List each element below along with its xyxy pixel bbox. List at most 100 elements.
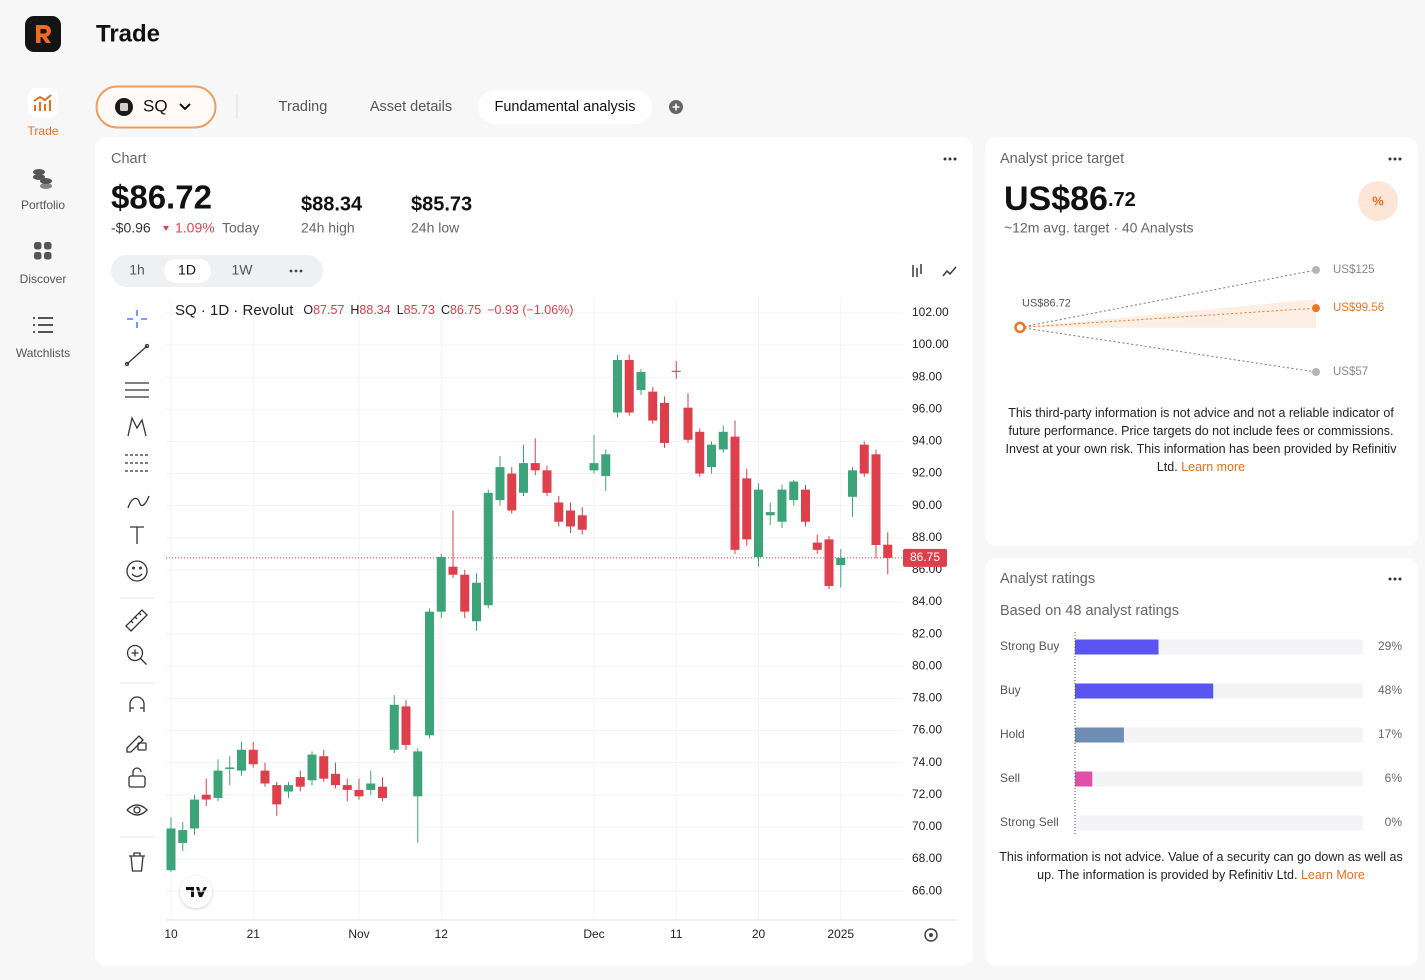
y-tick-label: 88.00 xyxy=(912,530,942,544)
candle-type-button[interactable] xyxy=(912,264,922,277)
candle-body xyxy=(201,794,211,800)
more-intervals[interactable] xyxy=(289,269,303,273)
learn-more-link[interactable]: Learn More xyxy=(1300,868,1365,882)
percent-toggle[interactable] xyxy=(1358,181,1398,221)
last-price-tag xyxy=(903,548,947,567)
nav-item[interactable]: Discover xyxy=(20,272,67,286)
discover-icon xyxy=(34,242,52,260)
tab[interactable]: Fundamental analysis xyxy=(494,99,635,115)
line-type-button[interactable] xyxy=(942,266,957,277)
rating-value: 29% xyxy=(1378,639,1402,653)
change-period: Today xyxy=(222,220,259,236)
tab[interactable]: Asset details xyxy=(370,99,452,115)
candle-body xyxy=(671,370,681,372)
interval-switch xyxy=(111,255,323,287)
candle-body xyxy=(789,481,799,501)
x-tick-label: Nov xyxy=(348,927,369,941)
candle-body xyxy=(483,492,493,606)
ohlc-value: 88.34 xyxy=(359,303,390,317)
candle-body xyxy=(342,785,352,790)
target-band xyxy=(1020,299,1316,329)
more-menu[interactable] xyxy=(1388,577,1402,581)
settings-dot xyxy=(929,933,933,937)
candle-body xyxy=(707,444,716,468)
candle-body xyxy=(401,706,411,745)
ohlc-key: O xyxy=(303,303,313,317)
ohlc-key: L xyxy=(397,303,404,317)
rating-track xyxy=(1075,727,1363,743)
panel-title: Chart xyxy=(111,151,146,167)
candle-body xyxy=(848,470,857,497)
rating-bar xyxy=(1075,771,1093,787)
target-disclaimer: This third-party information is not advi… xyxy=(1000,404,1402,476)
ticker-icon-mark xyxy=(120,103,128,111)
tab[interactable]: Trading xyxy=(279,99,328,115)
price-target-panel xyxy=(985,137,1418,546)
ohlc-change: −0.93 (−1.06%) xyxy=(487,303,573,317)
interval[interactable]: 1D xyxy=(178,262,196,278)
candle-body xyxy=(824,539,834,586)
y-tick-label: 74.00 xyxy=(912,755,942,769)
target-line xyxy=(1019,269,1317,328)
current-price-point xyxy=(1014,321,1026,334)
candle-body xyxy=(636,371,646,391)
candle-body xyxy=(331,773,340,786)
candle-body xyxy=(730,436,740,550)
y-tick-label: 82.00 xyxy=(912,626,942,640)
y-tick-label: 98.00 xyxy=(912,369,942,383)
target-point xyxy=(1312,368,1320,376)
y-tick-label: 66.00 xyxy=(912,883,942,897)
nav-item[interactable]: Trade xyxy=(28,124,59,138)
candle-body xyxy=(542,470,552,493)
ratings-disclaimer: This information is not advice. Value of… xyxy=(996,848,1406,884)
rating-value: 6% xyxy=(1385,771,1403,785)
x-tick-label: 2025 xyxy=(827,927,854,941)
candle-body xyxy=(389,704,399,750)
rating-label: Strong Buy xyxy=(1000,639,1059,653)
x-tick-label: Dec xyxy=(583,927,604,941)
rating-value: 48% xyxy=(1378,683,1402,697)
trade-icon xyxy=(33,94,52,111)
last-price-label: 86.75 xyxy=(910,550,940,564)
y-tick-label: 100.00 xyxy=(912,337,949,351)
interval[interactable]: 1h xyxy=(129,262,145,278)
ticker-selector[interactable] xyxy=(95,85,217,129)
candle-body xyxy=(613,360,622,413)
settings-button[interactable] xyxy=(924,928,938,942)
candle-body xyxy=(742,478,752,540)
y-tick-label: 70.00 xyxy=(912,819,942,833)
rating-label: Strong Sell xyxy=(1000,815,1059,829)
learn-more-link[interactable]: Learn more xyxy=(1181,460,1246,474)
chevron xyxy=(179,103,191,111)
target-line xyxy=(1019,326,1317,373)
x-tick-label: 21 xyxy=(247,927,261,941)
logo-mark xyxy=(36,25,51,43)
more-menu[interactable] xyxy=(943,157,957,161)
candle-body xyxy=(225,767,235,770)
candle-body xyxy=(871,454,881,546)
avg-target-whole: US$86 xyxy=(1004,180,1108,218)
stat-label: 24h high xyxy=(301,220,355,236)
down-arrow xyxy=(163,226,169,231)
stat-value: $88.34 xyxy=(301,193,363,215)
rating-value: 17% xyxy=(1378,727,1402,741)
candle-body xyxy=(319,756,329,779)
add-tab-plus xyxy=(672,103,680,111)
tv-logo[interactable] xyxy=(180,876,212,908)
y-tick-label: 76.00 xyxy=(912,723,942,737)
more-menu[interactable] xyxy=(1388,157,1402,161)
disclaimer-text: This third-party information is not advi… xyxy=(1005,406,1397,474)
y-tick-label: 92.00 xyxy=(912,466,942,480)
target-label: US$99.56 xyxy=(1333,302,1384,314)
y-tick-label: 72.00 xyxy=(912,787,942,801)
rating-bar xyxy=(1075,639,1159,655)
nav-item[interactable]: Watchlists xyxy=(16,346,70,360)
price: $86.72 xyxy=(111,179,212,216)
nav-item[interactable]: Portfolio xyxy=(21,198,65,212)
candle-body xyxy=(624,360,634,413)
ticker: SQ xyxy=(143,96,168,115)
grid: 66.00 68.00 70.00 72.00 74.00 76.00 78.00 80.00… xyxy=(164,298,949,941)
candle-body xyxy=(378,786,387,798)
interval[interactable]: 1W xyxy=(232,262,254,278)
